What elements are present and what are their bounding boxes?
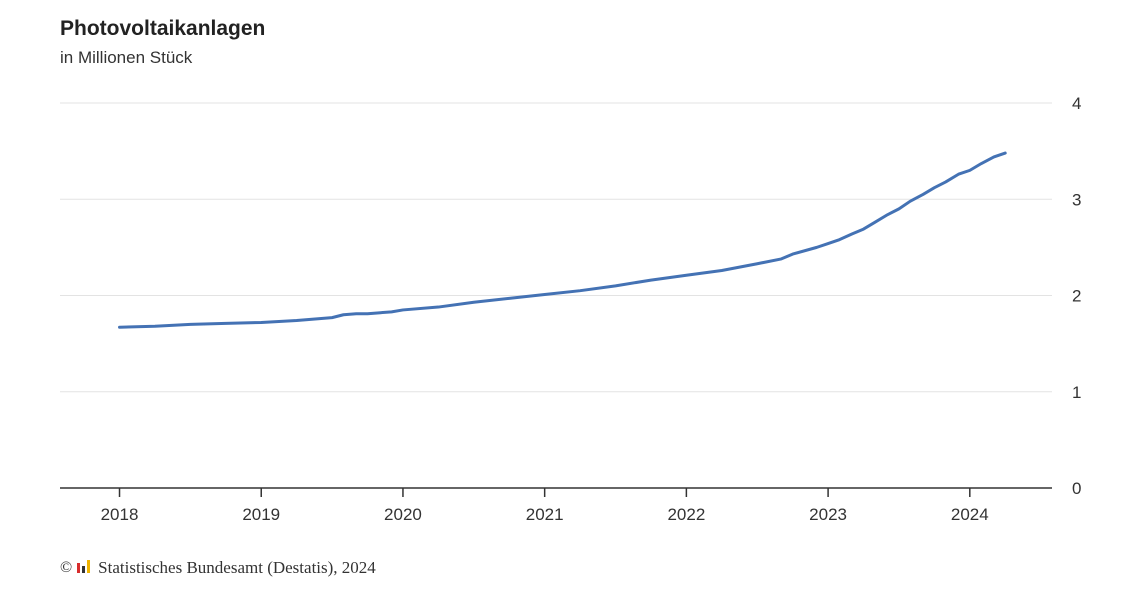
x-tick-label: 2023 [809,505,847,524]
x-tick-label: 2024 [951,505,989,524]
series-line [118,151,1007,329]
source-credit: © Statistisches Bundesamt (Destatis), 20… [60,558,376,578]
y-axis-tick-labels: 0 1 2 3 4 [1072,94,1081,498]
x-tick-label: 2018 [101,505,139,524]
chart-title: Photovoltaikanlagen [60,17,266,40]
y-tick-label: 0 [1072,479,1081,498]
x-tick-label: 2020 [384,505,422,524]
y-tick-label: 2 [1072,287,1081,306]
destatis-logo-icon [76,559,92,578]
source-text: Statistisches Bundesamt (Destatis), 2024 [98,558,376,577]
x-tick-label: 2022 [667,505,705,524]
x-tick-label: 2019 [242,505,280,524]
copyright-symbol: © [60,559,73,576]
y-tick-label: 1 [1072,383,1081,402]
grid-lines [60,102,1052,393]
x-axis: 2018 2019 2020 2021 2022 2023 2024 [60,487,1052,524]
chart-subtitle: in Millionen Stück [60,48,193,67]
y-tick-label: 4 [1072,94,1081,113]
series-group [118,151,1007,329]
y-tick-label: 3 [1072,190,1081,209]
x-tick-label: 2021 [526,505,564,524]
